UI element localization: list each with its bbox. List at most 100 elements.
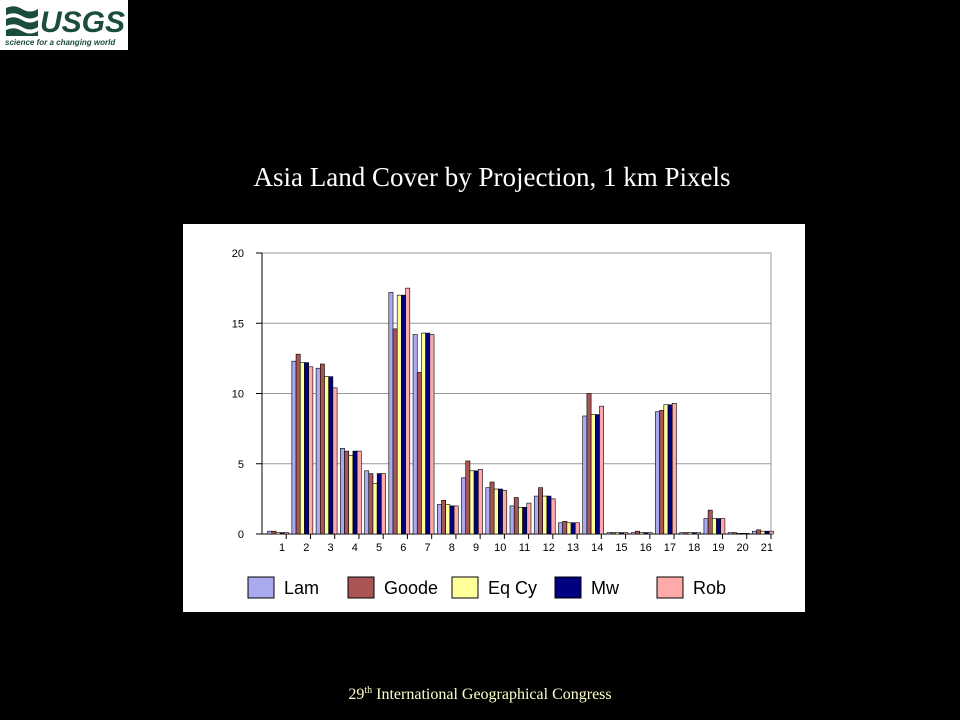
bar xyxy=(284,532,289,535)
logo-icon xyxy=(6,6,38,37)
bar xyxy=(687,532,693,535)
bar xyxy=(291,360,297,535)
bar xyxy=(768,530,774,535)
x-tick-label: 9 xyxy=(473,542,479,554)
bar xyxy=(586,393,592,535)
bar xyxy=(340,447,345,535)
x-tick-label: 13 xyxy=(567,542,579,554)
bar xyxy=(344,450,350,535)
bar xyxy=(304,362,309,535)
x-tick-label: 18 xyxy=(688,542,700,554)
bar xyxy=(760,530,766,535)
x-tick-label: 19 xyxy=(712,542,724,554)
x-tick-label: 20 xyxy=(737,542,749,554)
legend-swatch xyxy=(247,576,275,599)
bar xyxy=(352,450,358,535)
bar xyxy=(623,532,629,535)
bar xyxy=(364,470,370,535)
bar xyxy=(720,518,726,535)
bar xyxy=(659,410,665,535)
bar xyxy=(679,532,685,535)
bar xyxy=(416,372,422,535)
y-tick-label: 10 xyxy=(232,389,244,401)
bar xyxy=(405,287,411,535)
bar xyxy=(526,502,532,535)
footer: 29th International Geographical Congress xyxy=(348,685,611,703)
bar xyxy=(396,294,402,535)
bar xyxy=(356,450,362,535)
bar xyxy=(619,532,625,535)
bar xyxy=(299,362,305,535)
bar xyxy=(590,414,596,535)
bar xyxy=(376,473,382,535)
bar xyxy=(449,505,455,535)
y-tick-label: 20 xyxy=(232,248,244,260)
bar xyxy=(542,495,548,535)
legend-label: Mw xyxy=(591,578,620,598)
bar xyxy=(392,328,398,535)
bar xyxy=(546,495,552,535)
bar xyxy=(639,532,645,535)
bar xyxy=(308,366,314,535)
bar xyxy=(562,521,568,535)
bar xyxy=(736,532,742,535)
legend-label: Rob xyxy=(693,578,726,598)
x-tick-label: 21 xyxy=(761,542,773,554)
bar xyxy=(469,470,475,535)
logo-name: USGS xyxy=(40,6,125,39)
bar xyxy=(538,487,543,535)
bar xyxy=(267,530,273,535)
bar xyxy=(275,532,281,535)
bar xyxy=(332,387,338,535)
bar xyxy=(727,532,733,535)
bar xyxy=(502,490,508,535)
x-tick-label: 1 xyxy=(279,542,285,554)
bar xyxy=(630,532,636,535)
bar xyxy=(582,415,588,535)
x-tick-label: 12 xyxy=(543,542,555,554)
bar xyxy=(445,504,451,535)
x-tick-label: 2 xyxy=(303,542,309,554)
x-tick-label: 6 xyxy=(400,542,406,554)
bar xyxy=(453,505,459,535)
logo: USGS science for a changing world xyxy=(0,0,128,50)
bar xyxy=(271,530,277,535)
bar xyxy=(436,504,442,535)
x-tick-label: 16 xyxy=(640,542,652,554)
legend-label: Lam xyxy=(284,578,319,598)
bar xyxy=(473,470,479,535)
bar xyxy=(647,532,653,535)
bar xyxy=(324,376,329,535)
x-tick-label: 11 xyxy=(519,542,530,554)
legend-swatch xyxy=(451,576,479,599)
x-tick-label: 14 xyxy=(591,542,603,554)
bar xyxy=(691,532,697,535)
bar xyxy=(655,411,660,535)
bar xyxy=(615,532,620,535)
x-tick-label: 3 xyxy=(328,542,334,554)
bar xyxy=(606,532,612,535)
bar xyxy=(348,455,354,535)
x-tick-label: 4 xyxy=(352,542,358,554)
x-tick-label: 8 xyxy=(449,542,455,554)
bar xyxy=(489,481,495,535)
bar xyxy=(461,477,467,535)
bar xyxy=(319,363,325,535)
bar xyxy=(570,522,576,535)
bar xyxy=(498,488,503,535)
bar xyxy=(429,334,435,535)
x-tick-label: 15 xyxy=(615,542,627,554)
bar xyxy=(764,530,770,535)
y-tick-label: 0 xyxy=(238,529,244,541)
footer-text: International Geographical Congress xyxy=(372,686,611,703)
y-tick-label: 15 xyxy=(232,318,244,330)
bar xyxy=(716,518,722,535)
bar xyxy=(663,404,669,535)
chart-title: Asia Land Cover by Projection, 1 km Pixe… xyxy=(254,162,731,192)
x-tick-label: 5 xyxy=(376,542,382,554)
bar xyxy=(707,509,713,535)
bar xyxy=(485,487,491,535)
bar xyxy=(566,522,572,535)
bar xyxy=(744,532,750,535)
